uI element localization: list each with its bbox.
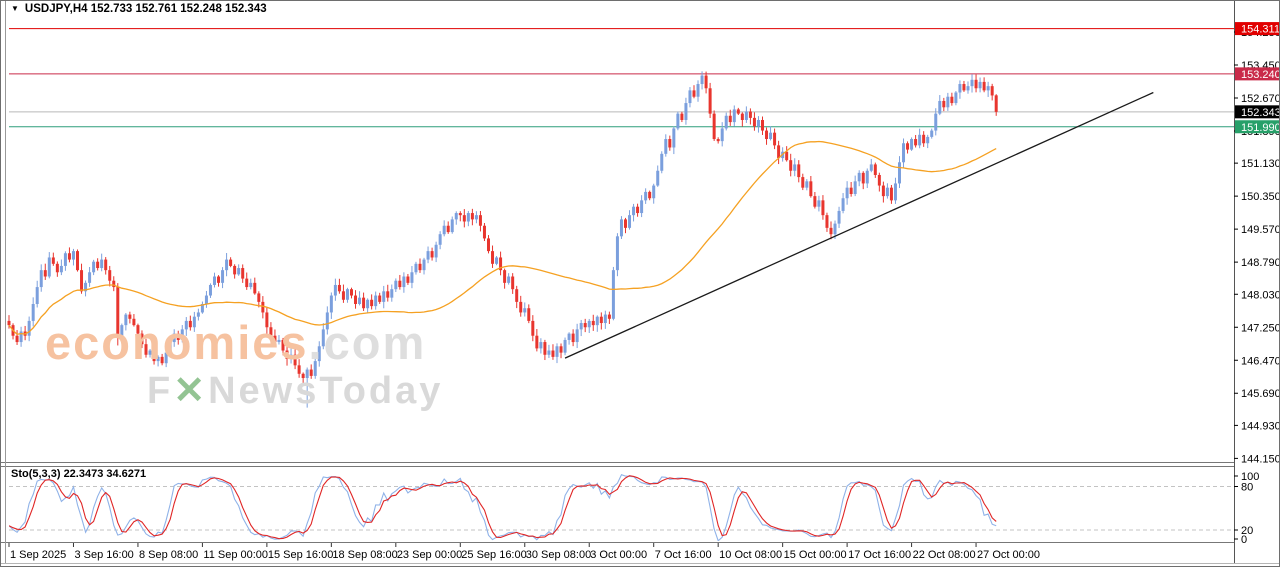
- time-axis-label: 11 Sep 00:00: [203, 549, 268, 561]
- time-axis-label: 3 Sep 16:00: [74, 549, 133, 561]
- time-axis-label: 8 Sep 08:00: [139, 549, 198, 561]
- price-axis-label: 146.470: [1241, 355, 1280, 367]
- price-axis-label: 147.250: [1241, 322, 1280, 334]
- time-axis-label: 18 Sep 08:00: [332, 549, 397, 561]
- price-axis-label: 152.670: [1241, 93, 1280, 105]
- price-axis-label: 148.030: [1241, 289, 1280, 301]
- candles-layer: [7, 71, 998, 408]
- stoch-axis-label: 20: [1241, 525, 1253, 537]
- quote-line: USDJPY,H4 152.733 152.761 152.248 152.34…: [24, 2, 267, 15]
- stoch-axis-label: 100: [1241, 471, 1259, 483]
- moving-average-line: [8, 140, 997, 335]
- time-axis-label: 30 Sep 08:00: [526, 549, 591, 561]
- price-badge-label: 153.240: [1241, 69, 1280, 81]
- quote-bar: ▼ USDJPY,H4 152.733 152.761 152.248 152.…: [11, 2, 267, 15]
- time-axis-label: 15 Sep 16:00: [268, 549, 333, 561]
- time-axis-label: 23 Sep 00:00: [397, 549, 462, 561]
- stoch-d-line: [9, 475, 997, 540]
- time-axis-label: 25 Sep 16:00: [461, 549, 526, 561]
- price-axis-label: 144.930: [1241, 420, 1280, 432]
- price-axis-label: 150.350: [1241, 191, 1280, 203]
- price-axis-label: 145.690: [1241, 388, 1280, 400]
- price-axis-label: 151.130: [1241, 158, 1280, 170]
- symbol-dropdown-arrow[interactable]: ▼: [11, 4, 19, 13]
- stoch-k-line: [9, 474, 997, 541]
- stoch-axis-label: 0: [1241, 534, 1247, 546]
- time-axis-label: 27 Oct 00:00: [977, 549, 1040, 561]
- time-axis-label: 1 Sep 2025: [10, 549, 66, 561]
- price-badge: [1235, 105, 1279, 119]
- stochastic-label: Sto(5,3,3) 22.3473 34.6271: [11, 468, 147, 480]
- price-badge-label: 152.343: [1241, 107, 1280, 119]
- time-axis-label: 22 Oct 08:00: [913, 549, 976, 561]
- price-axis-label: 144.150: [1241, 453, 1280, 465]
- price-badge: [1235, 22, 1279, 36]
- price-badge-label: 151.990: [1241, 122, 1280, 134]
- price-axis-label: 149.570: [1241, 224, 1280, 236]
- trendline: [564, 91, 1154, 359]
- price-badge: [1235, 67, 1279, 81]
- price-axis-label: 148.790: [1241, 257, 1280, 269]
- time-axis-label: 17 Oct 16:00: [848, 549, 911, 561]
- price-badge: [1235, 120, 1279, 134]
- time-axis-label: 7 Oct 16:00: [655, 549, 712, 561]
- time-axis-label: 3 Oct 00:00: [590, 549, 647, 561]
- price-badge-label: 154.311: [1241, 24, 1280, 36]
- time-axis-label: 10 Oct 08:00: [719, 549, 782, 561]
- stoch-axis-label: 80: [1241, 482, 1253, 494]
- time-axis-label: 15 Oct 00:00: [784, 549, 847, 561]
